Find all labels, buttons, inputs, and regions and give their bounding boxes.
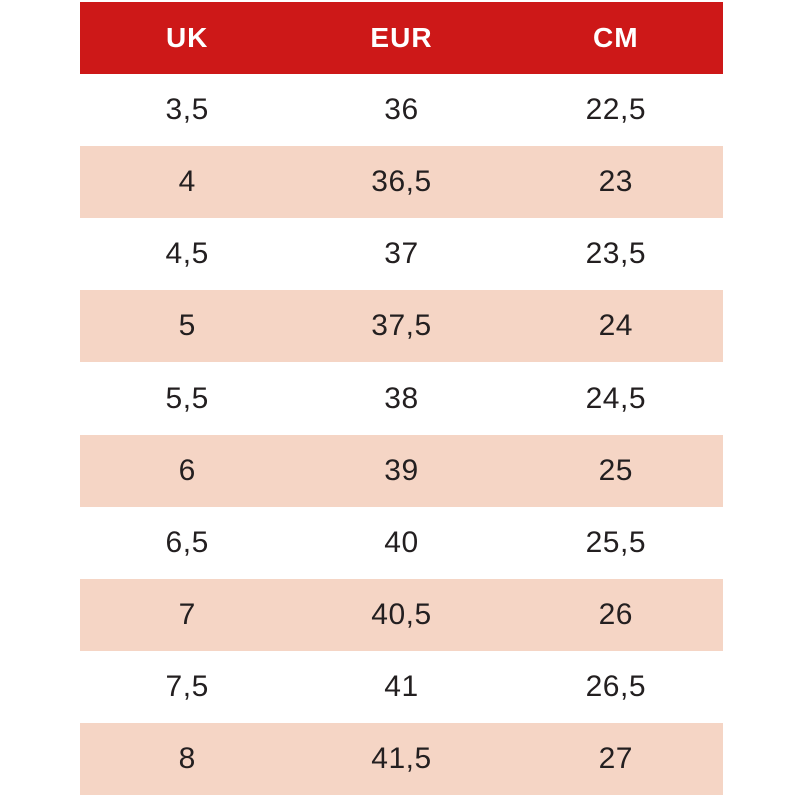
cell-uk: 4 (178, 165, 196, 199)
cell-cm: 27 (598, 741, 633, 775)
table-row: 8 41,5 27 (80, 722, 723, 796)
cell-eur: 41,5 (371, 741, 432, 775)
table-row: 4,5 37 23,5 (80, 218, 723, 291)
cell-uk: 3,5 (165, 93, 209, 127)
cell-cm: 25,5 (585, 525, 647, 559)
table-row: 4 36,5 23 (80, 146, 723, 219)
cell-eur: 36 (384, 93, 419, 127)
table-row: 3,5 36 22,5 (80, 74, 723, 147)
cell-uk: 7,5 (165, 669, 209, 703)
cell-cm: 26,5 (585, 669, 647, 703)
table-row: 7 40,5 26 (80, 578, 723, 651)
cell-uk: 4,5 (165, 237, 209, 271)
cell-cm: 23,5 (585, 237, 647, 271)
cell-cm: 25 (598, 453, 633, 487)
cell-eur: 38 (384, 381, 419, 415)
table-row: 5 37,5 24 (80, 290, 723, 363)
column-header-cm: CM (593, 22, 639, 54)
table-row: 5,5 38 24,5 (80, 362, 723, 435)
cell-eur: 37,5 (371, 309, 432, 343)
cell-eur: 39 (384, 453, 419, 487)
cell-uk: 5 (178, 309, 196, 343)
cell-eur: 41 (384, 669, 419, 703)
cell-cm: 22,5 (585, 93, 647, 127)
table-row: 6 39 25 (80, 434, 723, 507)
cell-uk: 7 (178, 597, 196, 631)
column-header-uk: UK (165, 22, 209, 54)
cell-cm: 23 (598, 165, 633, 199)
cell-eur: 40,5 (371, 597, 432, 631)
cell-cm: 24 (598, 309, 633, 343)
cell-eur: 40 (384, 525, 419, 559)
cell-eur: 37 (384, 237, 419, 271)
table-body: 3,5 36 22,5 4 36,5 23 4,5 37 23,5 5 37,5… (80, 74, 723, 796)
table-row: 7,5 41 26,5 (80, 650, 723, 723)
table-header-row: UK EUR CM (80, 2, 723, 75)
cell-uk: 6,5 (165, 525, 209, 559)
column-header-eur: EUR (370, 22, 433, 54)
cell-uk: 6 (178, 453, 196, 487)
cell-eur: 36,5 (371, 165, 432, 199)
cell-uk: 5,5 (165, 381, 209, 415)
cell-uk: 8 (178, 741, 196, 775)
cell-cm: 26 (598, 597, 633, 631)
table-row: 6,5 40 25,5 (80, 506, 723, 579)
cell-cm: 24,5 (585, 381, 647, 415)
size-conversion-table: UK EUR CM 3,5 36 22,5 4 36,5 23 4,5 37 2… (80, 2, 723, 796)
